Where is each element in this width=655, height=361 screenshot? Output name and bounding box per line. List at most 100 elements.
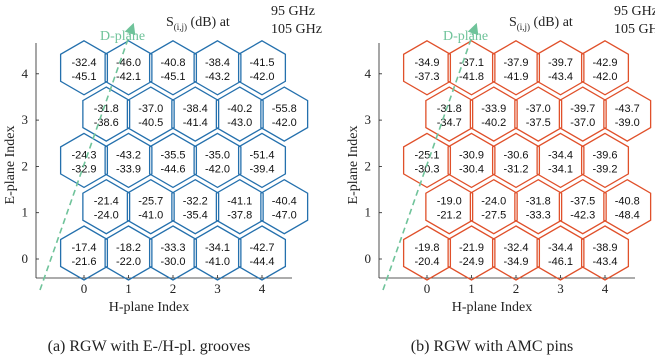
hex-value-95ghz: -39.7 — [548, 57, 573, 69]
hex-value-105ghz: -43.4 — [548, 71, 573, 83]
d-plane-arrow — [39, 22, 136, 291]
hex-value-105ghz: -21.2 — [437, 210, 462, 222]
x-tick-label: 2 — [170, 281, 177, 296]
hex-value-95ghz: -34.1 — [205, 242, 230, 254]
hex-outline — [491, 132, 541, 189]
hex-value-105ghz: -42.0 — [249, 71, 274, 83]
x-tick-label: 3 — [214, 281, 221, 296]
hex-outline — [59, 40, 109, 96]
x-tick-label: 4 — [602, 281, 609, 296]
hex-outline — [447, 132, 496, 189]
hex-cell: -19.8 -20.4 — [402, 225, 452, 281]
hex-outline — [193, 132, 242, 189]
y-axis-label: E-plane Index — [346, 126, 361, 205]
hex-value-95ghz: -42.9 — [592, 57, 617, 69]
hex-cell: -42.9 -42.0 — [580, 40, 630, 96]
hex-outline — [59, 132, 109, 189]
hex-cell: -35.5 -44.6 — [148, 132, 198, 189]
hex-cell: -41.1 -37.8 — [215, 178, 264, 235]
hex-cell: -34.4 -46.1 — [536, 225, 585, 281]
legend-freq-95: 95 GHz — [614, 4, 655, 19]
x-tick-label: 4 — [259, 281, 266, 296]
hex-value-95ghz: -55.8 — [272, 103, 297, 115]
hex-value-105ghz: -42.3 — [570, 210, 595, 222]
legend-freq-105: 105 GHz — [271, 22, 322, 37]
hex-cell: -32.4 -45.1 — [59, 40, 109, 96]
hex-cell: -46.0 -42.1 — [104, 40, 153, 96]
hex-cell: -41.5 -42.0 — [237, 40, 287, 96]
hex-cell: -40.4 -47.0 — [260, 178, 309, 235]
hex-cell: -37.5 -42.3 — [558, 178, 607, 235]
y-tick-label: 4 — [22, 66, 29, 81]
y-tick-label: 1 — [365, 205, 372, 220]
hex-value-95ghz: -38.9 — [592, 242, 617, 254]
hex-value-95ghz: -39.6 — [592, 149, 617, 161]
hex-value-95ghz: -17.4 — [71, 242, 96, 254]
hex-outline — [491, 40, 541, 96]
hex-value-105ghz: -46.1 — [548, 256, 573, 268]
hex-outline — [237, 40, 287, 96]
hex-value-105ghz: -30.0 — [160, 256, 185, 268]
hex-outline — [193, 225, 242, 281]
hex-value-95ghz: -31.8 — [437, 103, 462, 115]
hex-outline — [447, 225, 496, 281]
hex-outline — [469, 86, 518, 142]
hex-value-105ghz: -34.1 — [548, 163, 573, 175]
hex-value-95ghz: -33.9 — [481, 103, 506, 115]
hex-value-95ghz: -32.4 — [503, 242, 528, 254]
hex-cell: -42.7 -44.4 — [237, 225, 287, 281]
y-axis-label: E-plane Index — [3, 126, 18, 205]
hex-cell: -43.7 -39.0 — [603, 86, 652, 142]
hex-value-95ghz: -19.8 — [414, 242, 439, 254]
hex-value-105ghz: -27.5 — [481, 210, 506, 222]
hex-value-95ghz: -37.1 — [459, 57, 484, 69]
hex-value-105ghz: -45.1 — [160, 71, 185, 83]
hex-value-95ghz: -33.3 — [160, 242, 185, 254]
hex-outline — [104, 132, 153, 189]
hex-outline — [514, 178, 563, 235]
hex-value-105ghz: -35.4 — [183, 210, 208, 222]
hex-outline — [558, 86, 607, 142]
hex-cell: -38.9 -43.4 — [580, 225, 630, 281]
hex-value-105ghz: -48.4 — [615, 210, 640, 222]
hex-value-105ghz: -37.5 — [526, 117, 551, 129]
hex-value-105ghz: -43.2 — [205, 71, 230, 83]
hex-outline — [447, 40, 496, 96]
hex-cell: -21.4 -24.0 — [82, 178, 131, 235]
hex-value-95ghz: -35.5 — [160, 149, 185, 161]
hex-value-95ghz: -41.1 — [227, 196, 252, 208]
y-tick-label: 0 — [22, 251, 29, 266]
hex-outline — [536, 40, 585, 96]
hex-value-105ghz: -42.0 — [592, 71, 617, 83]
hex-value-105ghz: -32.9 — [71, 163, 96, 175]
hex-cell: -32.4 -34.9 — [491, 225, 541, 281]
hex-outline — [260, 178, 309, 235]
hex-outline — [148, 40, 198, 96]
panel-a: 0 1 2 3 4 0 1 2 3 4 H-plane Index E-plane Index -17.… — [3, 4, 322, 355]
hex-value-105ghz: -20.4 — [414, 256, 439, 268]
hex-value-105ghz: -24.9 — [459, 256, 484, 268]
panel-b: 0 1 2 3 4 0 1 2 3 4 H-plane Index E-plane Index -19.… — [346, 4, 655, 355]
hex-outline — [215, 86, 264, 142]
x-tick-label: 2 — [513, 281, 520, 296]
hex-outline — [402, 225, 452, 281]
hex-value-105ghz: -40.2 — [481, 117, 506, 129]
hex-outline — [558, 178, 607, 235]
x-tick-label: 0 — [81, 281, 88, 296]
hex-value-95ghz: -19.0 — [437, 196, 462, 208]
hex-value-95ghz: -31.8 — [526, 196, 551, 208]
hex-outline — [104, 40, 153, 96]
hex-value-95ghz: -46.0 — [116, 57, 141, 69]
hex-cell: -37.1 -41.8 — [447, 40, 496, 96]
hex-outline — [425, 178, 474, 235]
hex-cell: -39.6 -39.2 — [580, 132, 630, 189]
y-tick-label: 3 — [22, 112, 29, 127]
hex-value-95ghz: -37.0 — [526, 103, 551, 115]
hex-outline — [82, 178, 131, 235]
hex-outline — [171, 178, 220, 235]
hex-value-105ghz: -42.0 — [272, 117, 297, 129]
hex-value-95ghz: -32.4 — [71, 57, 96, 69]
y-tick-label: 4 — [365, 66, 372, 81]
hex-value-105ghz: -42.1 — [116, 71, 141, 83]
